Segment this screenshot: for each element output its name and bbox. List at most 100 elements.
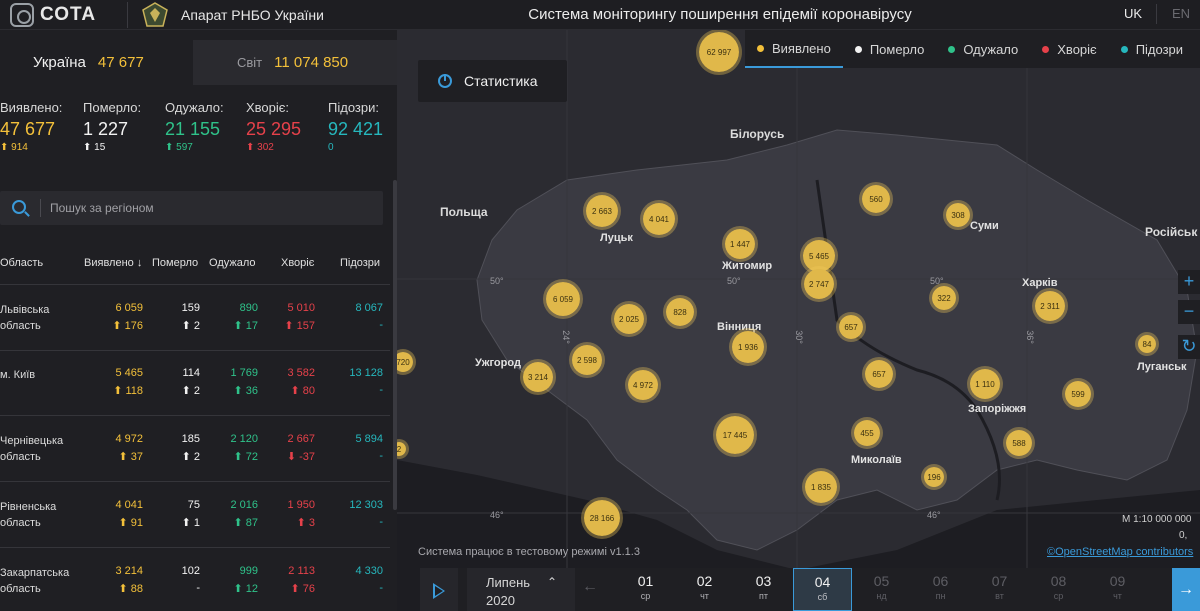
day-08[interactable]: 08 ср [1029,568,1088,611]
case-cluster-marker[interactable]: 6 059 [543,279,583,319]
day-03[interactable]: 03 пт [734,568,793,611]
play-button[interactable] [420,568,458,611]
case-cluster-marker[interactable]: 1 936 [729,328,767,366]
arrow-up-icon: ⬆ [83,142,95,153]
day-02[interactable]: 02 чт [675,568,734,611]
tab-world[interactable]: Світ 11 074 850 [193,40,397,85]
sidebar: Україна 47 677 Світ 11 074 850 Виявлено:… [0,30,397,611]
prev-day-button[interactable]: ← [582,578,598,595]
weekday: вт [995,591,1004,601]
case-cluster-marker[interactable]: 599 [1062,378,1094,410]
lang-uk-button[interactable]: UK [1124,6,1143,21]
case-cluster-marker[interactable]: 560 [859,182,893,216]
case-cluster-marker[interactable]: 2 025 [611,301,647,337]
top-bar: СОТА Апарат РНБО України Система монітор… [0,0,1200,30]
zoom-out-button[interactable]: − [1178,300,1200,324]
detected-delta: ⬆ 118 [113,385,143,397]
stat-value: 1 227 [83,119,129,139]
case-cluster-marker[interactable]: 455 [851,417,883,449]
month-label: Липень [486,575,531,590]
col-suspected[interactable]: Підозри [340,257,381,269]
map-scale: М 1:10 000 000 [1122,514,1192,525]
col-sick[interactable]: Хворіє [281,257,315,269]
col-detected[interactable]: Виявлено ↓ [84,257,142,269]
case-cluster-marker[interactable]: 720 [397,349,416,375]
tab-world-label: Світ [237,55,263,70]
case-cluster-marker[interactable]: 84 [1135,332,1159,356]
table-row[interactable]: Закарпатська область 3 214 ⬆ 88 102 - 999 ⬆ 12 2… [0,548,390,611]
day-09[interactable]: 09 чт [1088,568,1147,611]
refresh-icon[interactable]: ↻ [1178,335,1200,359]
statistics-button[interactable]: Статистика [418,60,567,102]
map-legend: Виявлено Померло Одужало Хворіє Підозри [745,30,1200,68]
case-cluster-marker[interactable]: 657 [862,357,896,391]
weekday: чт [700,591,709,601]
col-recovered[interactable]: Одужало [209,257,256,269]
next-day-button[interactable]: → [1172,568,1200,611]
weekday: ср [1053,591,1064,601]
case-cluster-marker[interactable]: 62 997 [696,30,742,75]
day-number: 06 [932,573,949,589]
sort-down-icon: ↓ [136,257,143,269]
legend-item[interactable]: Померло [843,30,937,68]
case-cluster-marker[interactable]: 196 [921,464,947,490]
day-01[interactable]: 01 ср [616,568,675,611]
legend-item[interactable]: Підозри [1109,30,1195,68]
legend-item[interactable]: Хворіє [1030,30,1108,68]
case-cluster-marker[interactable]: 657 [836,312,866,342]
legend-label: Померло [869,41,925,57]
day-04[interactable]: 04 сб [793,568,852,611]
case-cluster-marker[interactable]: 2 598 [569,342,605,378]
table-row[interactable]: Чернівецька область 4 972 ⬆ 37 185 ⬆ 2 2 120 ⬆ … [0,416,390,482]
sidebar-scrollbar[interactable] [393,180,397,510]
case-cluster-marker[interactable]: 1 110 [967,366,1003,402]
case-cluster-marker[interactable]: 1 447 [722,226,758,262]
case-cluster-marker[interactable]: 28 166 [581,497,623,539]
day-07[interactable]: 07 вт [970,568,1029,611]
col-died[interactable]: Померло [152,257,199,269]
died-delta: ⬆ 2 [181,451,200,463]
detected-delta: ⬆ 88 [118,583,143,595]
detected-delta: ⬆ 37 [118,451,143,463]
case-cluster-marker[interactable]: 2 [397,439,409,459]
lang-en-button[interactable]: EN [1172,6,1191,21]
recovered-value: 2 120 [230,433,258,445]
map[interactable]: Статистика Виявлено Померло Одужало Хворіє П… [397,30,1200,611]
tab-world-value: 11 074 850 [274,54,349,71]
stat-recovered: Одужало: 21 155 ⬆ 597 [165,100,224,153]
sick-value: 2 113 [288,565,315,577]
search-divider [40,199,41,217]
case-cluster-marker[interactable]: 2 663 [583,192,621,230]
case-cluster-marker[interactable]: 322 [929,283,959,313]
case-cluster-marker[interactable]: 588 [1003,427,1035,459]
case-cluster-marker[interactable]: 828 [663,295,697,329]
case-cluster-marker[interactable]: 4 041 [640,200,678,238]
table-row[interactable]: м. Київ 5 465 ⬆ 118 114 ⬆ 2 1 769 ⬆ 36 3 582 ⬆ 8… [0,350,390,416]
legend-item[interactable]: Виявлено [745,30,843,68]
case-cluster-marker[interactable]: 308 [943,200,973,230]
case-cluster-marker[interactable]: 2 311 [1032,288,1068,324]
search-icon[interactable] [12,200,26,214]
case-cluster-marker[interactable]: 4 972 [625,367,661,403]
legend-item[interactable]: Одужало [936,30,1030,68]
case-cluster-marker[interactable]: 1 835 [802,468,840,506]
osm-attribution-link[interactable]: ©OpenStreetMap contributors [1047,546,1194,558]
table-row[interactable]: Рівненська область 4 041 ⬆ 91 75 ⬆ 1 2 016 ⬆ 87… [0,482,390,548]
weekday: пт [759,591,768,601]
col-region[interactable]: Область [0,257,44,269]
city-label-uzhhorod: Ужгород [475,357,521,369]
month-selector[interactable]: Липень 2020 ⌃ [467,568,575,611]
zoom-in-button[interactable]: + [1178,270,1200,294]
stat-value: 47 677 [0,119,56,139]
case-cluster-marker[interactable]: 17 445 [713,413,757,457]
case-cluster-marker[interactable]: 2 747 [801,266,837,302]
day-05[interactable]: 05 нд [852,568,911,611]
tab-ukraine[interactable]: Україна 47 677 [0,40,193,85]
sick-value: 3 582 [287,367,315,379]
sota-logo[interactable]: СОТА [10,3,96,27]
stat-delta-value: 302 [257,142,274,153]
table-row[interactable]: Львівська область 6 059 ⬆ 176 159 ⬆ 2 890 ⬆ 17 5… [0,285,390,351]
search-input[interactable] [50,191,370,225]
case-cluster-marker[interactable]: 3 214 [520,359,556,395]
day-06[interactable]: 06 пн [911,568,970,611]
